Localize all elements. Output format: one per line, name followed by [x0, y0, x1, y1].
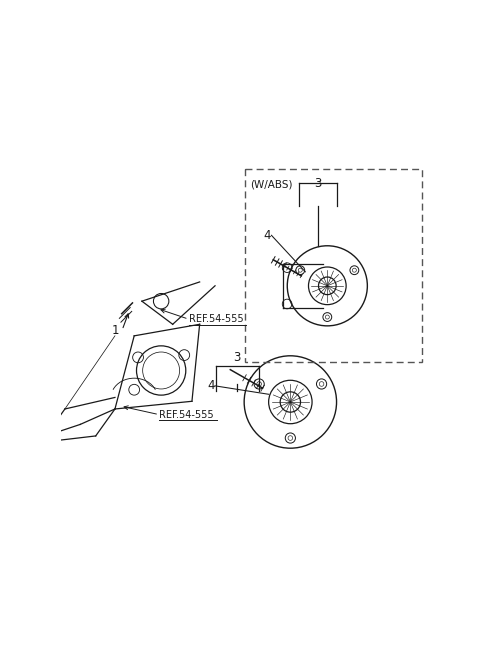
Text: (W/ABS): (W/ABS) [250, 179, 292, 190]
Text: 3: 3 [314, 177, 322, 190]
Text: 1: 1 [112, 324, 120, 337]
Text: REF.54-555: REF.54-555 [159, 409, 214, 420]
Text: 4: 4 [264, 229, 271, 242]
Text: 3: 3 [233, 350, 241, 363]
Text: 4: 4 [207, 379, 215, 392]
Text: REF.54-555: REF.54-555 [189, 314, 243, 324]
